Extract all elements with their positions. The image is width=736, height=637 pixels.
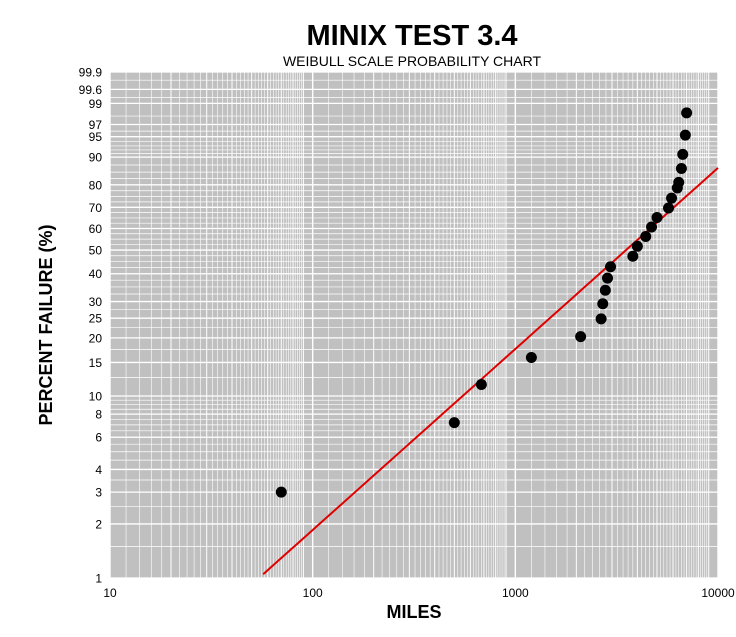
- x-tick-label: 10000: [701, 586, 735, 600]
- data-point: [646, 221, 658, 233]
- chart-title: MINIX TEST 3.4: [306, 20, 517, 52]
- data-point: [666, 192, 678, 204]
- y-tick-label: 8: [95, 408, 102, 422]
- data-point: [599, 284, 611, 296]
- data-point: [663, 202, 675, 214]
- data-points: [275, 107, 693, 498]
- grid: [109, 71, 719, 579]
- y-tick-label: 70: [89, 201, 103, 215]
- x-tick-label: 100: [303, 586, 323, 600]
- y-tick-label: 95: [89, 130, 103, 144]
- data-point: [605, 261, 617, 273]
- y-tick-label: 99.6: [79, 83, 103, 97]
- data-point: [677, 148, 689, 160]
- data-point: [575, 331, 587, 343]
- x-tick-labels: 10 100 1000 10000: [103, 586, 735, 600]
- data-point: [631, 240, 643, 252]
- plot-area: [110, 72, 718, 578]
- y-tick-label: 60: [89, 222, 103, 236]
- data-point: [675, 162, 687, 174]
- y-tick-label: 97: [89, 118, 103, 132]
- y-tick-label: 99.9: [79, 66, 103, 80]
- data-point: [602, 272, 614, 284]
- y-tick-label: 80: [89, 178, 103, 192]
- y-tick-label: 3: [95, 486, 102, 500]
- y-tick-label: 15: [89, 356, 103, 370]
- y-tick-label: 6: [95, 431, 102, 445]
- chart-subtitle: WEIBULL SCALE PROBABILITY CHART: [283, 53, 541, 69]
- data-point: [627, 250, 639, 262]
- x-tick-label: 1000: [502, 586, 529, 600]
- y-tick-label: 90: [89, 151, 103, 165]
- y-tick-label: 50: [89, 244, 103, 258]
- data-point: [595, 313, 607, 325]
- data-point: [275, 486, 287, 498]
- data-point: [640, 231, 652, 243]
- x-tick-label: 10: [103, 586, 117, 600]
- data-point: [681, 107, 693, 119]
- y-axis-label: PERCENT FAILURE (%): [36, 224, 56, 425]
- y-tick-label: 2: [95, 517, 102, 531]
- data-point: [673, 176, 685, 188]
- y-tick-label: 10: [89, 389, 103, 403]
- data-point: [475, 379, 487, 391]
- data-point: [679, 129, 691, 141]
- y-tick-label: 1: [95, 572, 102, 586]
- data-point: [525, 352, 537, 364]
- y-tick-label: 40: [89, 267, 103, 281]
- data-point: [651, 212, 663, 224]
- y-tick-label: 20: [89, 331, 103, 345]
- y-tick-label: 4: [95, 463, 102, 477]
- x-axis-label: MILES: [386, 602, 441, 622]
- data-point: [448, 417, 460, 429]
- y-tick-label: 30: [89, 295, 103, 309]
- data-point: [597, 298, 609, 310]
- y-tick-label: 25: [89, 312, 103, 326]
- y-tick-label: 99: [89, 97, 103, 111]
